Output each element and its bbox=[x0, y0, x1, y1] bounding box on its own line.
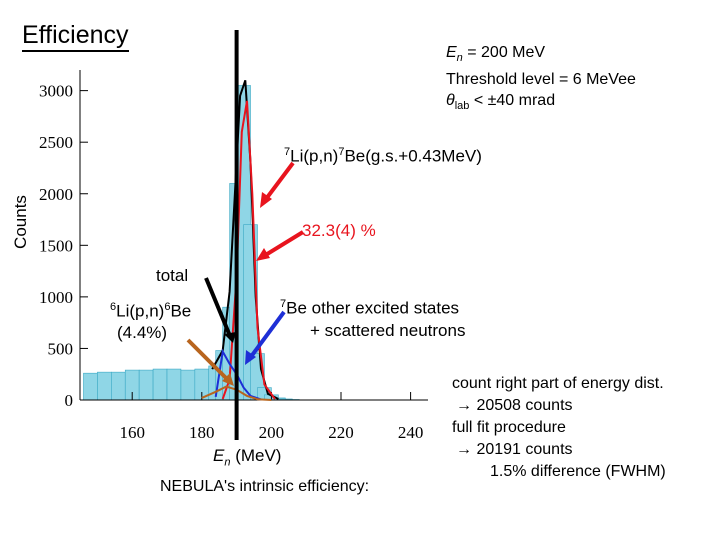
run-parameters: En = 200 MeV Threshold level = 6 MeVee θ… bbox=[446, 42, 636, 117]
xlabel-main: E bbox=[213, 446, 225, 465]
histogram-bars bbox=[83, 85, 300, 401]
axes: 0 500 1000 1500 2000 2500 3000 160 180 200 220 240 bbox=[39, 70, 428, 442]
x-tick-label: 200 bbox=[259, 423, 285, 442]
curve-7li-p-n-7be-g-s-0-43mev- bbox=[221, 100, 276, 400]
label-be7: 7Be other excited states bbox=[280, 298, 459, 319]
annotation-arrows bbox=[186, 161, 305, 386]
histogram-bar bbox=[83, 372, 98, 401]
li6-mid: Li(p,n) bbox=[116, 301, 165, 321]
histogram-bar bbox=[152, 368, 168, 401]
y-tick-label: 1000 bbox=[39, 288, 73, 307]
xlabel-sub: n bbox=[224, 456, 231, 469]
li7-mid: Li(p,n) bbox=[290, 146, 339, 166]
y-tick-label: 2500 bbox=[39, 133, 73, 152]
note-line-1: count right part of energy dist. bbox=[452, 375, 664, 392]
note-line-2: → 20508 counts bbox=[456, 397, 573, 414]
histogram-bar bbox=[166, 368, 182, 401]
x-tick-label: 160 bbox=[119, 423, 145, 442]
histogram-bar bbox=[97, 371, 112, 401]
arrow-pct bbox=[262, 230, 305, 258]
x-tick-label: 180 bbox=[189, 423, 215, 442]
arrow-li6-head bbox=[222, 373, 234, 386]
arrow-be7 bbox=[248, 310, 286, 360]
energy-value: = 200 MeV bbox=[462, 44, 546, 61]
histogram-bar bbox=[180, 369, 196, 401]
li7-rest: Be(g.s.+0.43MeV) bbox=[344, 146, 482, 166]
nebula-efficiency-label: NEBULA's intrinsic efficiency: bbox=[160, 478, 370, 495]
arrow-total bbox=[204, 277, 232, 337]
label-total: total bbox=[156, 266, 189, 285]
label-li7: 7Li(p,n)7Be(g.s.+0.43MeV) bbox=[284, 146, 482, 167]
note-line-3: full fit procedure bbox=[452, 419, 566, 436]
efficiency-percent: 32.3(4) % bbox=[302, 221, 376, 240]
arrow-li7 bbox=[264, 161, 295, 201]
arrow-be7-head bbox=[245, 350, 256, 365]
x-axis-label: En (MeV) bbox=[213, 446, 281, 468]
energy-sub: n bbox=[456, 52, 463, 65]
arrow-li6 bbox=[186, 338, 230, 382]
theta-label: θ bbox=[446, 92, 455, 110]
li7-sup2: 7 bbox=[338, 146, 345, 158]
xlabel-rest: (MeV) bbox=[230, 446, 282, 465]
x-tick-label: 220 bbox=[328, 423, 354, 442]
energy-label: E bbox=[446, 44, 457, 61]
y-tick-label: 0 bbox=[65, 391, 74, 410]
theta-value: < ±40 mrad bbox=[469, 92, 556, 110]
y-tick-label: 500 bbox=[48, 339, 74, 358]
be7-rest: Be other excited states bbox=[286, 298, 460, 318]
histogram-bar bbox=[138, 369, 154, 401]
li6-sup: 6 bbox=[110, 301, 117, 313]
li6-rest: Be bbox=[170, 301, 192, 321]
li6-sup2: 6 bbox=[164, 301, 171, 313]
arrow-total-head bbox=[224, 332, 236, 343]
y-tick-label: 1500 bbox=[39, 236, 73, 255]
fit-curves bbox=[201, 79, 279, 401]
be7-sup: 7 bbox=[280, 298, 287, 310]
label-be7-line2: + scattered neutrons bbox=[310, 321, 466, 340]
theta-sub: lab bbox=[454, 100, 470, 113]
page-title: Efficiency bbox=[22, 20, 129, 52]
li7-sup: 7 bbox=[284, 146, 291, 158]
note-line-4: → 20191 counts bbox=[456, 441, 573, 458]
label-li6-pct: (4.4%) bbox=[117, 323, 168, 342]
threshold-level: Threshold level = 6 MeVee bbox=[446, 71, 636, 89]
y-tick-label: 2000 bbox=[39, 185, 73, 204]
histogram-bar bbox=[111, 371, 126, 401]
x-tick-label: 240 bbox=[398, 423, 424, 442]
arrow-li7-head bbox=[260, 192, 272, 208]
y-tick-label: 3000 bbox=[39, 82, 73, 101]
count-notes: count right part of energy dist. → 20508… bbox=[452, 373, 666, 483]
note-line-5: 1.5% difference (FWHM) bbox=[490, 463, 666, 480]
arrow-pct-head bbox=[256, 248, 270, 261]
label-li6: 6Li(p,n)6Be bbox=[110, 301, 191, 322]
